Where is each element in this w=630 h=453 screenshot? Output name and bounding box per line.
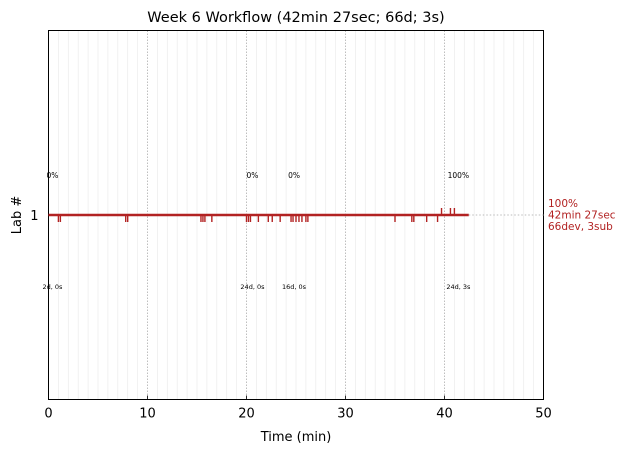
y-tick-label: 1: [30, 209, 38, 224]
duration-annotation: 24d, 3s: [446, 283, 471, 291]
percent-annotation: 0%: [288, 171, 300, 180]
x-tick-label: 0: [44, 407, 52, 422]
x-tick-label: 40: [436, 407, 453, 422]
x-tick-label: 20: [238, 407, 255, 422]
y-axis: 1: [30, 209, 53, 224]
x-axis: 0 10 20 30 40 50: [44, 395, 552, 422]
duration-annotation: 2d, 0s: [43, 283, 64, 291]
y-axis-label: Lab #: [10, 196, 25, 235]
timeline-marks: 0% 2d, 0s 0% 24d, 0s 0% 16d, 0s 100% 24d, 3s 100…: [43, 171, 616, 291]
x-axis-label: Time (min): [260, 430, 332, 445]
x-tick-label: 30: [337, 407, 354, 422]
percent-annotation: 0%: [247, 171, 259, 180]
end-summary-label: 66dev, 3sub: [548, 221, 613, 233]
duration-annotation: 24d, 0s: [240, 283, 265, 291]
x-tick-label: 50: [535, 407, 552, 422]
duration-annotation: 16d, 0s: [282, 283, 307, 291]
percent-annotation: 100%: [448, 171, 469, 180]
end-summary-label: 100%: [548, 198, 578, 210]
end-summary-label: 42min 27sec: [548, 210, 616, 222]
chart-title: Week 6 Workflow (42min 27sec; 66d; 3s): [147, 10, 444, 26]
percent-annotation: 0%: [47, 171, 59, 180]
x-tick-label: 10: [139, 407, 156, 422]
